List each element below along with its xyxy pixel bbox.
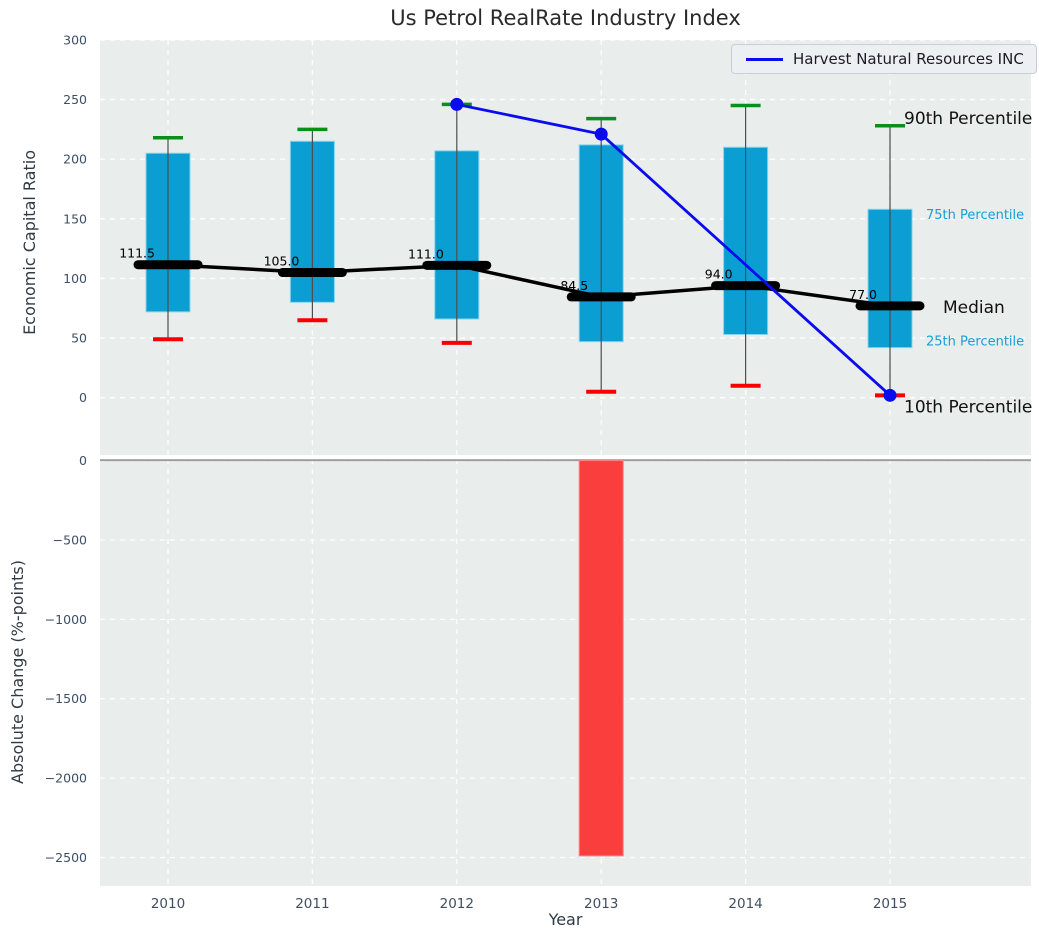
median-value-label: 94.0 [705,267,733,282]
y-tick-label: −500 [53,532,87,547]
annotation-10th-percentile: 10th Percentile [904,397,1032,417]
y-tick-label: 0 [79,453,87,468]
company-point-2015 [883,388,897,402]
y-tick-label: 0 [79,390,87,405]
y-axis-label-top: Economic Capital Ratio [20,150,39,335]
legend-label: Harvest Natural Resources INC [793,50,1024,68]
y-tick-label: −1500 [45,691,87,706]
bottom-plot-area [100,459,1031,886]
x-tick-label: 2014 [728,896,762,912]
median-value-label: 111.0 [408,246,444,261]
median-value-label: 111.5 [119,246,155,261]
median-value-label: 77.0 [849,287,877,302]
legend: Harvest Natural Resources INC [731,44,1037,74]
x-tick-label: 2015 [873,896,907,912]
y-tick-label: 150 [63,211,87,226]
y-tick-label: −2000 [45,771,87,786]
legend-line-sample [746,57,783,61]
y-axis-label-bottom: Absolute Change (%-points) [8,560,27,784]
median-value-label: 105.0 [264,253,300,268]
company-point-2012 [450,97,464,111]
chart-title: Us Petrol RealRate Industry Index [390,6,741,30]
x-axis-label: Year [548,910,583,929]
y-tick-label: −1000 [45,612,87,627]
y-tick-label: 50 [71,331,87,346]
annotation-median: Median [943,298,1005,318]
x-tick-label: 2010 [151,896,185,912]
x-tick-label: 2011 [295,896,329,912]
median-value-label: 84.5 [560,278,588,293]
annotation-90th-percentile: 90th Percentile [904,109,1032,129]
y-tick-label: −2500 [45,850,87,865]
change-bar-2013 [578,460,624,857]
y-tick-label: 100 [63,271,87,286]
annotation-25th-percentile: 25th Percentile [926,334,1024,349]
y-tick-label: 250 [63,92,87,107]
y-tick-label: 200 [63,152,87,167]
y-tick-label: 300 [63,32,87,47]
annotation-75th-percentile: 75th Percentile [926,208,1024,223]
x-tick-label: 2012 [440,896,474,912]
x-tick-label: 2013 [584,896,618,912]
company-point-2013 [594,127,608,141]
